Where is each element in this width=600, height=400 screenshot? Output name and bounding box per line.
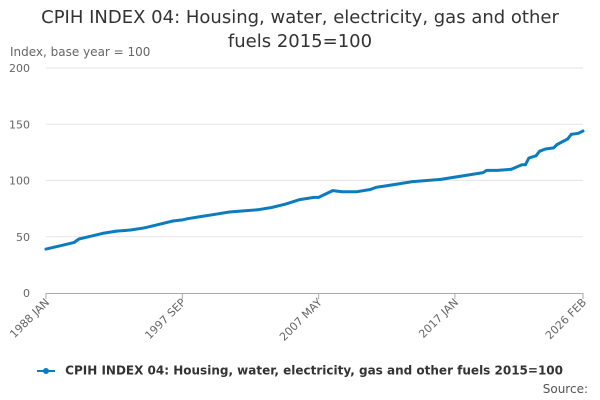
data-point bbox=[256, 208, 259, 212]
data-point bbox=[331, 189, 335, 193]
data-point bbox=[326, 191, 330, 195]
x-tick-label: 2026 FEB bbox=[543, 296, 589, 342]
legend-marker bbox=[36, 364, 55, 378]
data-point bbox=[552, 146, 556, 150]
legend[interactable]: CPIH INDEX 04: Housing, water, electrici… bbox=[0, 363, 600, 378]
y-tick-label: 50 bbox=[16, 231, 30, 244]
data-point bbox=[543, 147, 547, 151]
data-point bbox=[284, 202, 288, 206]
data-point bbox=[569, 132, 573, 136]
data-point bbox=[555, 143, 559, 146]
data-point bbox=[72, 240, 76, 244]
data-point bbox=[524, 163, 527, 167]
data-point bbox=[86, 235, 90, 239]
data-point bbox=[383, 184, 386, 188]
data-point bbox=[242, 209, 245, 213]
data-point bbox=[481, 171, 485, 175]
data-point bbox=[129, 228, 133, 232]
data-point bbox=[143, 226, 147, 230]
x-tick-label: 2007 MAY bbox=[277, 296, 325, 344]
data-point bbox=[227, 210, 231, 214]
y-tick-label: 0 bbox=[23, 287, 30, 300]
data-point bbox=[374, 185, 378, 189]
data-point bbox=[411, 180, 415, 184]
data-point bbox=[534, 154, 538, 158]
data-point bbox=[270, 206, 274, 209]
grid-lines bbox=[46, 67, 583, 238]
data-point bbox=[77, 237, 81, 241]
data-point bbox=[566, 137, 570, 141]
data-point bbox=[581, 129, 585, 133]
data-point bbox=[157, 222, 161, 226]
tick-labels: 0 50 100 150 200 1988 JAN 1997 SEP 2007 MAY 2017… bbox=[7, 62, 589, 344]
data-point bbox=[520, 163, 524, 167]
source-label: Source: bbox=[542, 382, 588, 396]
data-point bbox=[527, 156, 531, 160]
y-tick-label: 200 bbox=[9, 62, 30, 75]
x-tick-label: 1997 SEP bbox=[142, 296, 188, 342]
data-point bbox=[101, 231, 104, 235]
data-point bbox=[312, 195, 316, 199]
y-tick-label: 100 bbox=[9, 175, 30, 188]
data-point bbox=[171, 219, 175, 223]
data-point bbox=[397, 182, 400, 186]
x-tick-label: 1988 JAN bbox=[7, 296, 52, 341]
axes bbox=[45, 293, 584, 299]
data-point bbox=[576, 131, 580, 135]
data-point bbox=[185, 217, 189, 221]
data-point bbox=[354, 190, 358, 194]
data-point bbox=[58, 244, 62, 248]
data-point bbox=[453, 175, 457, 179]
y-axis-title: Index, base year = 100 bbox=[10, 45, 151, 59]
data-point bbox=[317, 195, 321, 199]
legend-label: CPIH INDEX 04: Housing, water, electrici… bbox=[65, 363, 564, 378]
series-layer bbox=[44, 129, 585, 251]
data-point bbox=[44, 247, 48, 251]
data-point bbox=[509, 167, 513, 171]
data-point bbox=[425, 179, 429, 182]
x-tick-label: 2017 JAN bbox=[416, 296, 461, 341]
data-point bbox=[115, 229, 118, 233]
data-point bbox=[485, 168, 489, 172]
data-point bbox=[298, 198, 302, 202]
data-point bbox=[538, 149, 541, 153]
chart-title: CPIH INDEX 04: Housing, water, electrici… bbox=[41, 7, 559, 52]
series-line bbox=[44, 129, 585, 251]
data-point bbox=[199, 215, 203, 218]
data-point bbox=[467, 173, 471, 177]
data-point bbox=[180, 218, 184, 222]
legend-marker-dot bbox=[42, 367, 49, 374]
data-point bbox=[368, 188, 372, 191]
y-tick-label: 150 bbox=[9, 118, 30, 131]
data-point bbox=[495, 168, 499, 172]
data-point bbox=[340, 190, 344, 194]
data-point bbox=[213, 212, 217, 216]
data-point bbox=[439, 177, 443, 181]
